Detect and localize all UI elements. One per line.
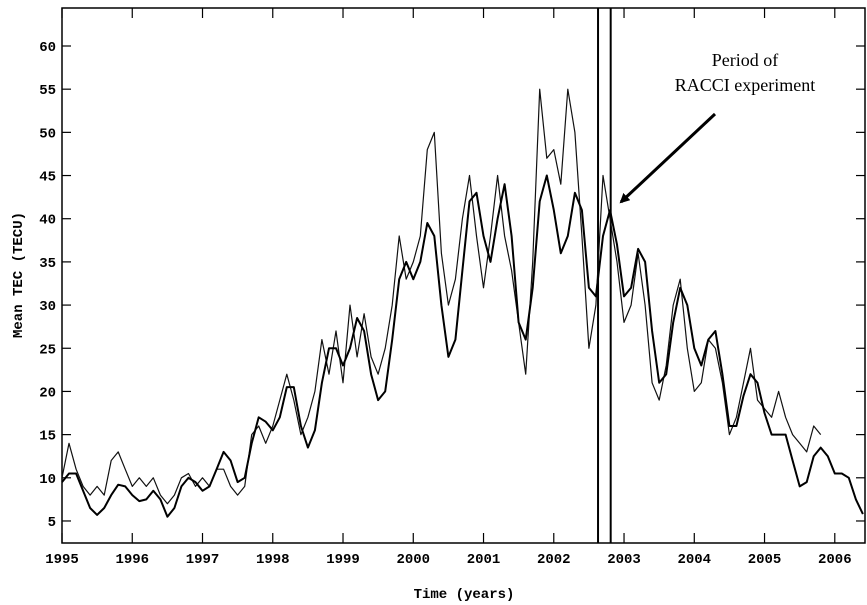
y-tick-label: 30: [39, 299, 56, 315]
y-tick-label: 45: [39, 170, 56, 186]
y-tick-label: 60: [39, 40, 56, 56]
y-axis-label: Mean TEC (TECU): [11, 212, 27, 338]
x-axis-label: Time (years): [414, 587, 515, 603]
y-tick-label: 35: [39, 256, 56, 272]
x-tick-label: 2004: [677, 552, 711, 568]
series-line: [61, 88, 822, 505]
y-tick-label: 15: [39, 429, 56, 445]
y-tick-label: 20: [39, 385, 56, 401]
annotation: RACCI experiment: [675, 75, 815, 95]
x-tick-label: 2003: [607, 552, 641, 568]
plot-frame: [61, 7, 866, 544]
x-tick-label: 1995: [45, 552, 79, 568]
x-tick-label: 1997: [186, 552, 220, 568]
y-tick-label: 5: [48, 515, 56, 531]
x-tick-label: 2005: [748, 552, 782, 568]
y-tick-label: 40: [39, 213, 56, 229]
x-tick-label: 1998: [256, 552, 290, 568]
y-tick-label: 25: [39, 342, 56, 358]
series-line: [61, 174, 864, 518]
x-tick-label: 2001: [467, 552, 501, 568]
y-tick-label: 10: [39, 472, 56, 488]
x-tick-label: 2002: [537, 552, 571, 568]
annotation: Period of: [712, 50, 779, 70]
x-tick-label: 1999: [326, 552, 360, 568]
x-tick-label: 2000: [396, 552, 430, 568]
x-tick-label: 1996: [115, 552, 149, 568]
x-tick-label: 2006: [818, 552, 852, 568]
annotation-arrow: [619, 112, 717, 204]
y-tick-label: 50: [39, 126, 56, 142]
y-tick-label: 55: [39, 83, 56, 99]
